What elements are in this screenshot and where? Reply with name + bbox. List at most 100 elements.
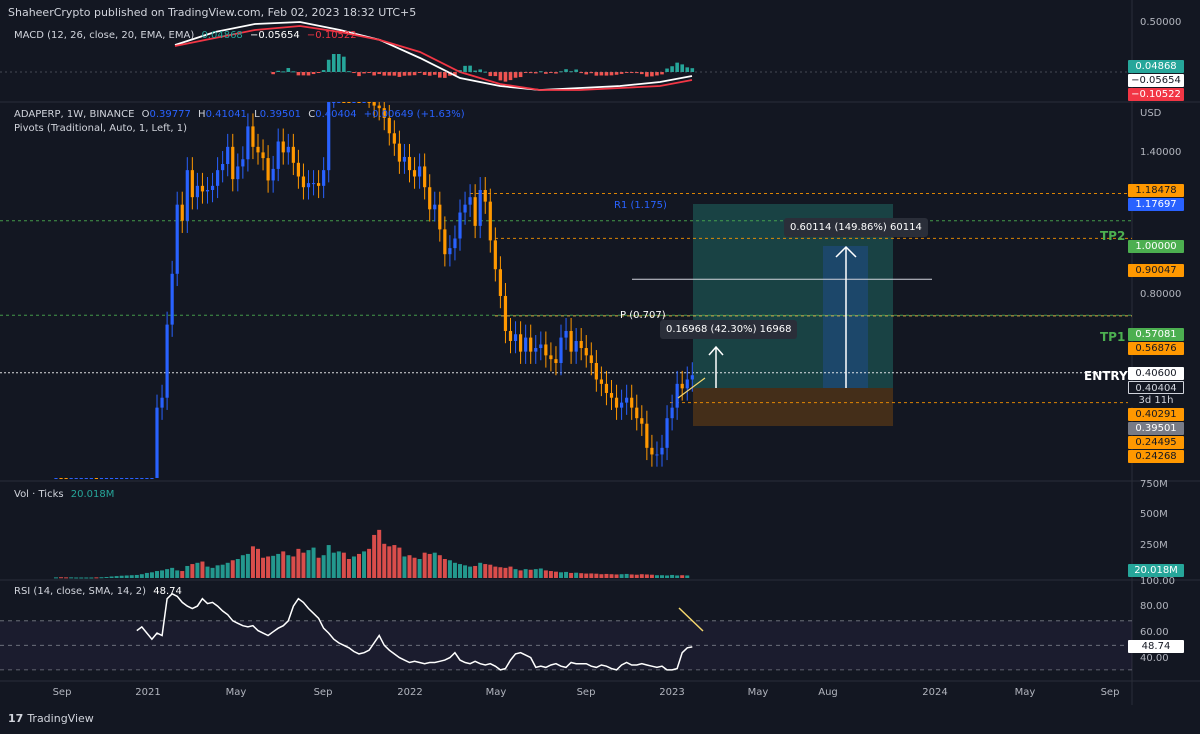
candle-body	[94, 478, 98, 479]
badge-tp2: 1.00000	[1128, 240, 1184, 253]
volume-bar	[452, 562, 457, 578]
volume-bar	[79, 577, 84, 579]
volume-bar	[281, 551, 286, 578]
candle-body	[392, 133, 396, 144]
volume-bar	[266, 556, 271, 578]
tp1-label[interactable]: TP1	[1100, 330, 1126, 344]
macd-legend[interactable]: MACD (12, 26, close, 20, EMA, EMA) 0.048…	[14, 29, 361, 42]
volume-bar	[660, 575, 664, 578]
candle-body	[690, 375, 694, 380]
change-value: +0.00649 (+1.63%)	[363, 109, 465, 120]
volume-bar	[195, 562, 200, 578]
entry-label[interactable]: ENTRY	[1084, 369, 1128, 383]
tp2-label[interactable]: TP2	[1100, 229, 1126, 243]
volume-bar	[200, 561, 205, 578]
volume-bar	[89, 577, 94, 579]
volume-bar	[235, 559, 240, 578]
macd-hist-bar	[301, 72, 306, 76]
symbol-label: ADAPERP, 1W, BINANCE	[14, 109, 135, 120]
candle-body	[89, 478, 93, 479]
macd-hist-bar	[432, 72, 437, 75]
x-tick-sep-2022: Sep	[576, 687, 596, 698]
volume-bar	[488, 564, 493, 578]
volume-tick-1: 750M	[1140, 479, 1168, 490]
volume-bar	[685, 575, 690, 578]
macd-hist-bar	[640, 72, 644, 75]
macd-hist-bar	[660, 72, 664, 75]
candle-body	[458, 212, 462, 239]
candle-body	[468, 197, 472, 205]
candle-body	[170, 273, 174, 325]
volume-bar	[569, 572, 574, 578]
candle-body	[418, 166, 422, 177]
candle-body	[84, 478, 88, 479]
candle-body	[190, 170, 194, 198]
candle-body	[594, 363, 598, 380]
macd-hist-bar	[281, 71, 286, 73]
high-value: 0.41041	[205, 109, 247, 120]
x-tick-sep-2024: Sep	[1100, 687, 1120, 698]
candle-body	[488, 201, 492, 241]
candle-body	[59, 478, 63, 479]
volume-bar	[458, 564, 462, 578]
trend-line-price[interactable]	[677, 377, 706, 399]
volume-bar	[614, 574, 619, 578]
macd-axis-tick: 0.50000	[1140, 17, 1182, 28]
rsi-tick-80: 80.00	[1140, 601, 1169, 612]
volume-bar	[94, 577, 99, 579]
volume-bar	[114, 576, 119, 578]
macd-hist-bar	[528, 72, 533, 74]
candle-body	[286, 146, 290, 153]
candle-body	[655, 454, 659, 456]
main-legend[interactable]: ADAPERP, 1W, BINANCE O0.39777 H0.41041 L…	[14, 108, 469, 121]
volume-bar	[250, 546, 255, 578]
candle-body	[680, 383, 684, 389]
macd-hist-bar	[574, 69, 578, 72]
macd-hist-bar	[291, 71, 296, 73]
macd-hist-bar	[397, 72, 402, 77]
macd-hist-bar	[326, 59, 331, 72]
candle-body	[367, 102, 371, 103]
candle-body	[271, 168, 275, 181]
low-value: 0.39501	[259, 109, 302, 120]
candle-body	[165, 324, 169, 398]
macd-hist-bar	[367, 72, 371, 73]
macd-hist-bar	[468, 65, 472, 72]
volume-bar	[245, 553, 250, 578]
candle-body	[564, 330, 568, 338]
badge-r1-blue: 1.17697	[1128, 198, 1184, 211]
open-label: O	[141, 109, 150, 120]
candle-body	[261, 152, 265, 159]
volume-bar	[160, 570, 165, 578]
rsi-legend[interactable]: RSI (14, close, SMA, 14, 2) 48.74	[14, 585, 186, 598]
candle-body	[554, 359, 558, 364]
badge-entry: 0.40600	[1128, 367, 1184, 380]
candle-body	[236, 166, 240, 180]
volume-bar	[74, 577, 79, 579]
macd-hist-bar	[680, 64, 684, 72]
measure-label-small: 0.16968 (42.30%) 16968	[660, 320, 798, 339]
volume-bar	[372, 534, 377, 578]
volume-bar	[54, 577, 58, 579]
x-tick-sep-2020: Sep	[52, 687, 72, 698]
volume-bar	[185, 565, 190, 578]
macd-hist-bar	[594, 72, 599, 76]
candle-body	[412, 170, 417, 177]
volume-bar	[594, 573, 599, 578]
candle-body	[317, 183, 321, 186]
volume-bar	[634, 574, 639, 578]
trend-line-rsi[interactable]	[678, 607, 704, 632]
stop-zone[interactable]	[693, 388, 893, 426]
macd-hist-bar	[685, 67, 690, 72]
candle-body	[473, 197, 477, 226]
volume-legend[interactable]: Vol · Ticks 20.018M	[14, 488, 118, 501]
volume-bar	[336, 551, 341, 578]
ohlc-open: O0.39777	[142, 109, 191, 120]
volume-bar	[619, 574, 624, 578]
volume-bar	[271, 555, 276, 578]
volume-bar	[533, 569, 538, 578]
macd-hist-bar	[392, 72, 397, 76]
tradingview-footer[interactable]: 17 TradingView	[8, 712, 94, 725]
pivots-legend[interactable]: Pivots (Traditional, Auto, 1, Left, 1)	[14, 123, 187, 134]
